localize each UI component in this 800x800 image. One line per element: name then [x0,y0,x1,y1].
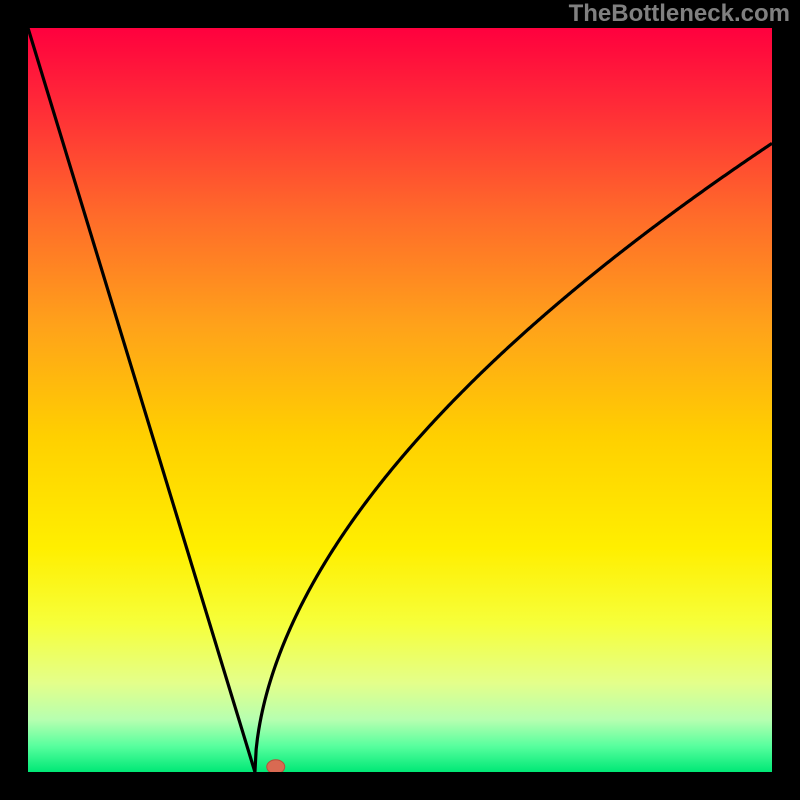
bottleneck-curve [28,28,772,772]
optimal-marker [267,760,285,772]
watermark-text: TheBottleneck.com [569,0,790,28]
plot-area [28,28,772,772]
chart-frame: TheBottleneck.com [0,0,800,800]
plot-svg [28,28,772,772]
